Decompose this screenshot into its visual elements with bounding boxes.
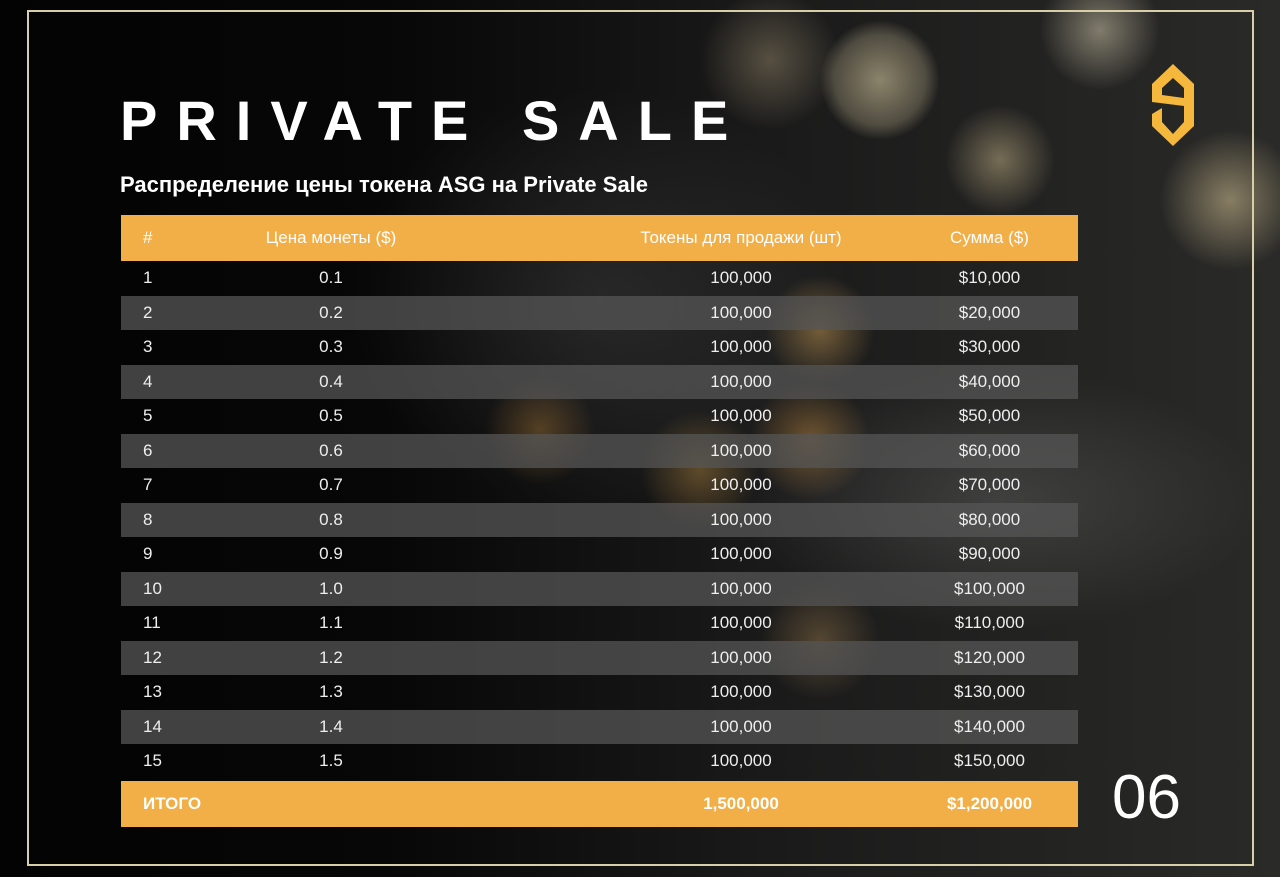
table-row: 12 1.2 100,000 $120,000 bbox=[121, 640, 1078, 675]
cell-number: 11 bbox=[143, 613, 161, 633]
price-table: # Цена монеты ($) Токены для продажи (шт… bbox=[121, 215, 1078, 827]
cell-number: 12 bbox=[143, 647, 162, 667]
cell-tokens: 100,000 bbox=[710, 509, 772, 529]
cell-sum: $120,000 bbox=[954, 647, 1025, 667]
cell-sum: $30,000 bbox=[958, 337, 1021, 357]
header-tokens: Токены для продажи (шт) bbox=[640, 228, 842, 247]
cell-number: 7 bbox=[143, 475, 153, 495]
cell-number: 10 bbox=[143, 578, 162, 598]
cell-tokens: 100,000 bbox=[710, 440, 772, 460]
cell-tokens: 100,000 bbox=[710, 302, 772, 322]
page-title: PRIVATE SALE bbox=[120, 89, 748, 152]
cell-number: 15 bbox=[143, 751, 162, 771]
table-row: 11 1.1 100,000 $110,000 bbox=[121, 606, 1078, 641]
cell-sum: $10,000 bbox=[958, 268, 1021, 288]
slide-frame bbox=[27, 10, 1254, 866]
table-header: # Цена монеты ($) Токены для продажи (шт… bbox=[121, 215, 1078, 261]
cell-number: 3 bbox=[143, 337, 153, 357]
cell-number: 6 bbox=[143, 440, 153, 460]
cell-tokens: 100,000 bbox=[710, 613, 772, 633]
cell-price: 0.7 bbox=[319, 475, 343, 495]
header-number: # bbox=[143, 228, 153, 247]
cell-tokens: 100,000 bbox=[710, 578, 772, 598]
cell-sum: $90,000 bbox=[958, 544, 1021, 564]
cell-price: 1.4 bbox=[319, 716, 343, 736]
cell-tokens: 100,000 bbox=[710, 682, 772, 702]
cell-tokens: 100,000 bbox=[710, 544, 772, 564]
cell-number: 8 bbox=[143, 509, 153, 529]
cell-number: 5 bbox=[143, 406, 153, 426]
cell-price: 0.2 bbox=[319, 302, 343, 322]
cell-tokens: 100,000 bbox=[710, 337, 772, 357]
header-price: Цена монеты ($) bbox=[265, 228, 397, 247]
cell-sum: $130,000 bbox=[954, 682, 1025, 702]
cell-sum: $150,000 bbox=[954, 751, 1025, 771]
cell-price: 0.8 bbox=[319, 509, 343, 529]
cell-sum: $20,000 bbox=[958, 302, 1021, 322]
table-row: 8 0.8 100,000 $80,000 bbox=[121, 502, 1078, 537]
cell-sum: $140,000 bbox=[954, 716, 1025, 736]
cell-number: 9 bbox=[143, 544, 153, 564]
subtitle: Распределение цены токена ASG на Private… bbox=[120, 172, 649, 197]
total-label: ИТОГО bbox=[143, 793, 202, 813]
cell-sum: $60,000 bbox=[958, 440, 1021, 460]
cell-sum: $50,000 bbox=[958, 406, 1021, 426]
table-row: 14 1.4 100,000 $140,000 bbox=[121, 709, 1078, 744]
table-row: 7 0.7 100,000 $70,000 bbox=[121, 468, 1078, 503]
cell-number: 4 bbox=[143, 371, 153, 391]
cell-price: 0.1 bbox=[319, 268, 343, 288]
cell-price: 1.1 bbox=[319, 613, 343, 633]
cell-tokens: 100,000 bbox=[710, 647, 772, 667]
table-row: 13 1.3 100,000 $130,000 bbox=[121, 675, 1078, 710]
cell-tokens: 100,000 bbox=[710, 475, 772, 495]
cell-number: 1 bbox=[143, 268, 153, 288]
cell-tokens: 100,000 bbox=[710, 268, 772, 288]
cell-price: 1.3 bbox=[319, 682, 343, 702]
table-row: 5 0.5 100,000 $50,000 bbox=[121, 399, 1078, 434]
cell-price: 0.9 bbox=[319, 544, 343, 564]
cell-number: 2 bbox=[143, 302, 153, 322]
cell-price: 1.0 bbox=[319, 578, 343, 598]
cell-price: 0.4 bbox=[319, 371, 343, 391]
header-sum: Сумма ($) bbox=[950, 228, 1029, 247]
cell-number: 14 bbox=[143, 716, 162, 736]
cell-sum: $100,000 bbox=[954, 578, 1025, 598]
table-row: 2 0.2 100,000 $20,000 bbox=[121, 295, 1078, 330]
cell-sum: $80,000 bbox=[958, 509, 1021, 529]
table-row: 10 1.0 100,000 $100,000 bbox=[121, 571, 1078, 606]
cell-tokens: 100,000 bbox=[710, 406, 772, 426]
cell-price: 0.5 bbox=[319, 406, 343, 426]
table-row: 3 0.3 100,000 $30,000 bbox=[121, 330, 1078, 365]
table-row: 9 0.9 100,000 $90,000 bbox=[121, 537, 1078, 572]
asg-logo-icon bbox=[1152, 64, 1194, 146]
cell-sum: $40,000 bbox=[958, 371, 1021, 391]
table-row: 15 1.5 100,000 $150,000 bbox=[121, 744, 1078, 779]
cell-tokens: 100,000 bbox=[710, 716, 772, 736]
table-total-row: ИТОГО 1,500,000 $1,200,000 bbox=[121, 780, 1078, 827]
cell-number: 13 bbox=[143, 682, 162, 702]
table-row: 1 0.1 100,000 $10,000 bbox=[121, 261, 1078, 296]
cell-sum: $70,000 bbox=[958, 475, 1021, 495]
total-sum: $1,200,000 bbox=[946, 793, 1033, 813]
cell-price: 1.5 bbox=[319, 751, 343, 771]
page-number: 06 bbox=[1112, 763, 1181, 832]
total-tokens: 1,500,000 bbox=[703, 793, 779, 813]
cell-price: 0.6 bbox=[319, 440, 343, 460]
table-row: 6 0.6 100,000 $60,000 bbox=[121, 433, 1078, 468]
cell-price: 0.3 bbox=[319, 337, 343, 357]
cell-price: 1.2 bbox=[319, 647, 343, 667]
table-row: 4 0.4 100,000 $40,000 bbox=[121, 364, 1078, 399]
cell-sum: $110,000 bbox=[954, 613, 1025, 633]
cell-tokens: 100,000 bbox=[710, 371, 772, 391]
cell-tokens: 100,000 bbox=[710, 751, 772, 771]
